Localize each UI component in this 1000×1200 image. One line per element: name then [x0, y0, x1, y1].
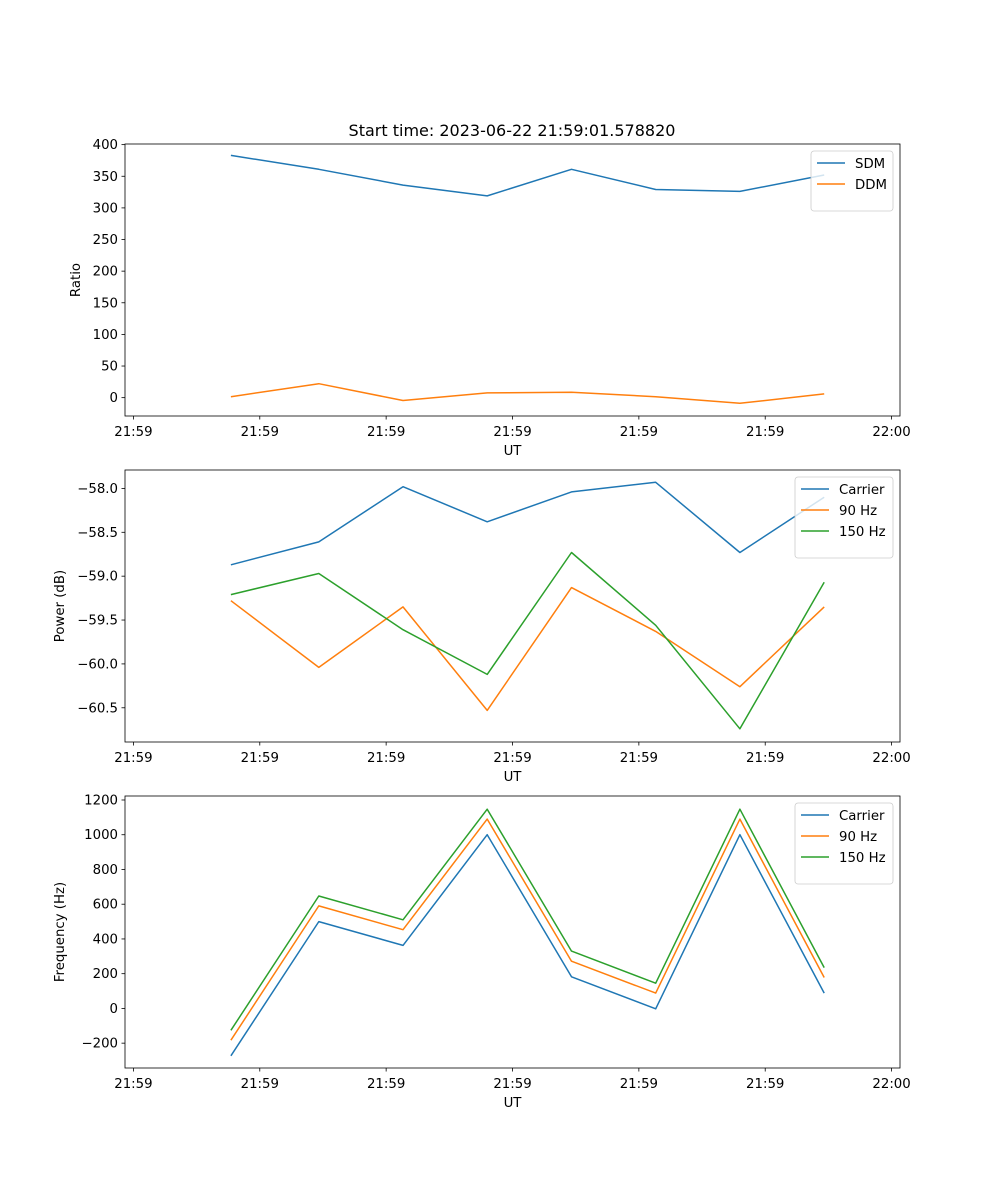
plot-3-y-tick-label: −200: [81, 1037, 118, 1052]
plot-3-series-90-hz-line: [230, 818, 825, 1041]
plot-1: 21:59 21:59 21:59 21:59 21:59 21:59 22:00 0 50 10…: [69, 138, 911, 459]
plots: 21:59 21:59 21:59 21:59 21:59 21:59 22:00 0 50 10…: [53, 138, 911, 1111]
plot-1-y-tick-label: 350: [93, 170, 118, 185]
plot-3-y-tick-label: 1200: [84, 793, 118, 808]
plot-1-x-tick-label: 21:59: [367, 425, 405, 440]
plot-1-x-tick-label: 21:59: [620, 425, 658, 440]
plot-2-series-150-hz-line: [230, 551, 825, 730]
plot-1-series-ddm-line: [230, 382, 825, 405]
plot-3-y-tick-label: 200: [93, 967, 118, 982]
plot-1-x-axis-label: UT: [504, 444, 523, 459]
plot-3-x-tick-label: 21:59: [746, 1077, 784, 1092]
plot-2-y-tick-label: −60.5: [77, 701, 118, 716]
plot-2-legend: Carrier 90 Hz 150 Hz: [794, 476, 894, 559]
plot-3-y-tick-label: 800: [93, 863, 118, 878]
plot-3-legend-box: [794, 802, 894, 885]
plot-2-y-tick-label: −60.0: [77, 657, 118, 672]
plot-2-x-tick-label: 21:59: [746, 751, 784, 766]
plot-3-x-tick-label: 21:59: [493, 1077, 531, 1092]
plot-2-legend-label: Carrier: [839, 483, 885, 498]
plot-3-x-tick-label: 21:59: [241, 1077, 279, 1092]
plot-1-x-tick-label: 21:59: [746, 425, 784, 440]
plot-3-legend: Carrier 90 Hz 150 Hz: [794, 802, 894, 885]
plot-2-x-axis-label: UT: [504, 770, 523, 785]
plot-1-legend: SDM DDM: [810, 150, 894, 212]
plot-1-series-sdm-line: [230, 154, 825, 197]
plot-2-x-tick-label: 21:59: [241, 751, 279, 766]
plot-2-y-tick-label: −58.5: [77, 526, 118, 541]
plot-1-y-tick-label: 400: [93, 138, 118, 153]
plot-2-series-carrier-line: [230, 481, 825, 566]
plot-2-legend-label: 150 Hz: [839, 525, 886, 540]
plot-2-legend-label: 90 Hz: [839, 504, 877, 519]
plot-2-y-tick-label: −58.0: [77, 482, 118, 497]
plot-2-y-tick-label: −59.0: [77, 570, 118, 585]
plot-1-y-axis-label: Ratio: [69, 263, 84, 297]
plot-1-y-tick-label: 250: [93, 233, 118, 248]
plot-3-legend-label: 90 Hz: [839, 830, 877, 845]
plot-2-x-tick-label: 21:59: [620, 751, 658, 766]
plot-3-x-axis-label: UT: [504, 1096, 523, 1111]
plot-2-legend-box: [794, 476, 894, 559]
plot-1-legend-label: SDM: [855, 157, 885, 172]
chart-title: Start time: 2023-06-22 21:59:01.578820: [349, 121, 676, 140]
plot-2-x-tick-label: 22:00: [872, 751, 910, 766]
plot-3-x-tick-label: 21:59: [367, 1077, 405, 1092]
plot-1-x-tick-label: 21:59: [114, 425, 152, 440]
plot-1-y-tick-label: 300: [93, 201, 118, 216]
plot-3-y-tick-label: 0: [110, 1002, 118, 1017]
plot-2: 21:59 21:59 21:59 21:59 21:59 21:59 22:00 −58.0…: [53, 469, 911, 785]
plot-1-y-tick-label: 50: [101, 360, 118, 375]
plot-3-y-tick-label: 600: [93, 898, 118, 913]
plot-2-y-tick-label: −59.5: [77, 614, 118, 629]
plot-3-x-tick-label: 21:59: [114, 1077, 152, 1092]
plot-2-x-tick-label: 21:59: [114, 751, 152, 766]
plot-1-y-tick-label: 0: [110, 391, 118, 406]
plot-2-series-90-hz-line: [230, 586, 825, 712]
plot-1-x-tick-label: 21:59: [493, 425, 531, 440]
plot-2-y-axis-label: Power (dB): [53, 570, 68, 642]
plot-2-x-tick-label: 21:59: [493, 751, 531, 766]
plot-3-series-150-hz-line: [230, 808, 825, 1031]
plot-1-y-tick-label: 100: [93, 328, 118, 343]
plot-3-y-axis-label: Frequency (Hz): [53, 882, 68, 982]
plot-1-y-tick-label: 150: [93, 296, 118, 311]
plot-3-legend-label: 150 Hz: [839, 851, 886, 866]
plot-3-x-tick-label: 21:59: [620, 1077, 658, 1092]
plot-1-legend-label: DDM: [855, 178, 887, 193]
plot-2-x-tick-label: 21:59: [367, 751, 405, 766]
plot-3-y-tick-label: 400: [93, 932, 118, 947]
plot-3-x-tick-label: 22:00: [872, 1077, 910, 1092]
plot-3-series-carrier-line: [230, 833, 825, 1057]
plot-3: 21:59 21:59 21:59 21:59 21:59 21:59 22:00 −200 0…: [53, 793, 911, 1111]
plot-3-y-tick-label: 1000: [84, 828, 118, 843]
plot-3-legend-label: Carrier: [839, 809, 885, 824]
plot-1-x-tick-label: 21:59: [241, 425, 279, 440]
plot-1-legend-box: [810, 150, 894, 212]
plot-1-x-tick-label: 22:00: [872, 425, 910, 440]
plot-1-y-tick-label: 200: [93, 265, 118, 280]
